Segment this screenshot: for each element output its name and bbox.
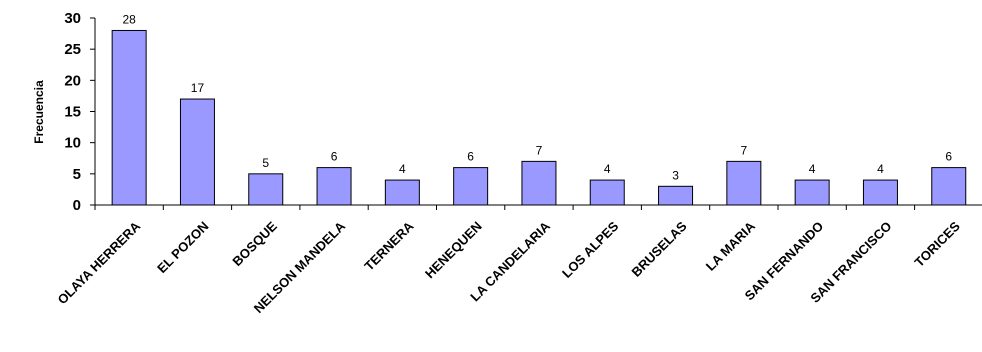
- bar: [794, 179, 830, 206]
- y-tick-label: 15: [64, 104, 81, 121]
- y-axis-title: Frecuencia: [32, 80, 46, 144]
- bar: [931, 167, 967, 206]
- category-label: TERNERA: [361, 218, 416, 273]
- data-label: 4: [809, 162, 816, 176]
- bar: [453, 167, 489, 206]
- category-label: EL POZON: [154, 219, 211, 276]
- y-tick-label: 0: [73, 197, 81, 214]
- data-label: 4: [877, 162, 884, 176]
- bar: [384, 179, 420, 206]
- category-label: LA MARIA: [703, 218, 759, 274]
- data-label: 4: [399, 162, 406, 176]
- bars: [111, 29, 967, 206]
- data-label: 7: [741, 143, 748, 157]
- data-label: 6: [331, 150, 338, 164]
- bar: [316, 167, 352, 206]
- category-label: OLAYA HERRERA: [55, 218, 144, 307]
- y-tick-label: 20: [64, 72, 81, 89]
- bar: [179, 98, 215, 206]
- category-label: LOS ALPES: [559, 218, 622, 281]
- category-label: HENEQUEN: [422, 219, 485, 282]
- data-label: 7: [536, 143, 543, 157]
- data-label: 5: [262, 156, 269, 170]
- bar: [726, 160, 762, 206]
- y-tick-label: 25: [64, 41, 81, 58]
- bar: [111, 29, 147, 206]
- category-label: BOSQUE: [229, 218, 280, 269]
- category-label: BRUSELAS: [628, 218, 689, 279]
- data-label: 17: [191, 81, 205, 95]
- bar: [862, 179, 898, 206]
- bar: [521, 160, 557, 206]
- y-tick-label: 10: [64, 135, 81, 152]
- data-label: 3: [672, 168, 679, 182]
- data-label: 4: [604, 162, 611, 176]
- bar: [589, 179, 625, 206]
- data-label: 6: [945, 150, 952, 164]
- data-label: 6: [467, 150, 474, 164]
- data-label: 28: [122, 12, 136, 26]
- bar: [248, 173, 284, 206]
- y-tick-label: 30: [64, 10, 81, 27]
- category-label: TORICES: [912, 218, 964, 270]
- y-tick-label: 5: [73, 166, 81, 183]
- bar: [658, 185, 694, 206]
